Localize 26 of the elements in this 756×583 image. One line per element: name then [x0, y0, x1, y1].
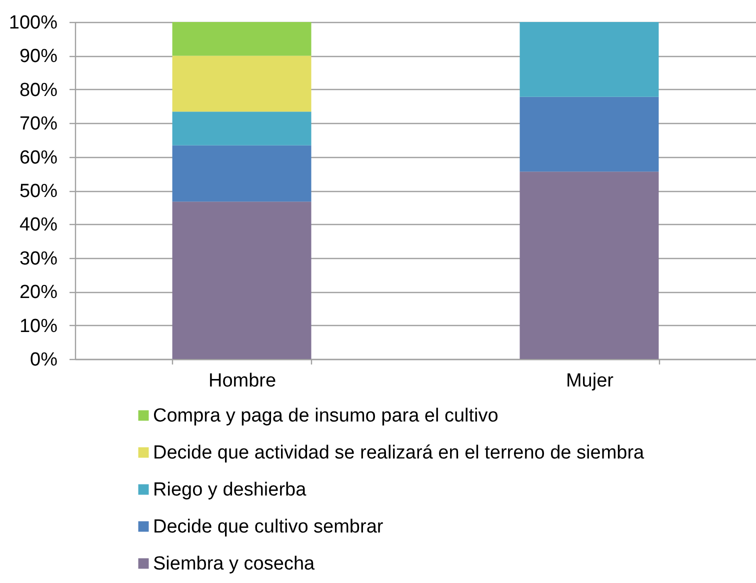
- y-tick-label: 10%: [19, 316, 58, 337]
- y-tick-label: 80%: [19, 80, 58, 101]
- y-tick-label: 70%: [19, 114, 58, 135]
- bar: [520, 96, 659, 172]
- bar: [172, 202, 312, 359]
- y-tick-label: 90%: [19, 46, 58, 68]
- bar: [172, 22, 312, 56]
- y-tick-label: 0%: [30, 350, 58, 370]
- bar: [172, 145, 312, 202]
- legend-label: Riego y deshierba: [153, 480, 307, 500]
- y-tick-label: 20%: [19, 282, 58, 304]
- bar: [172, 56, 312, 112]
- bar: [172, 112, 312, 146]
- x-tick-label: Hombre: [208, 370, 276, 392]
- y-tick-label: 50%: [19, 181, 58, 202]
- legend-label: Compra y paga de insumo para el cultivo: [153, 406, 498, 426]
- y-tick-label: 60%: [19, 147, 58, 168]
- legend-label: Decide que cultivo sembrar: [153, 516, 384, 538]
- legend-label: Decide que actividad se realizará en el terreno de siembra: [153, 442, 645, 464]
- y-tick-label: 100%: [8, 12, 58, 34]
- bar: [520, 172, 659, 359]
- x-tick-label: Mujer: [566, 370, 614, 392]
- legend-label: Siembra y cosecha: [153, 554, 316, 574]
- y-tick-label: 40%: [19, 214, 58, 236]
- y-tick-label: 30%: [19, 248, 58, 270]
- bar: [520, 22, 659, 97]
